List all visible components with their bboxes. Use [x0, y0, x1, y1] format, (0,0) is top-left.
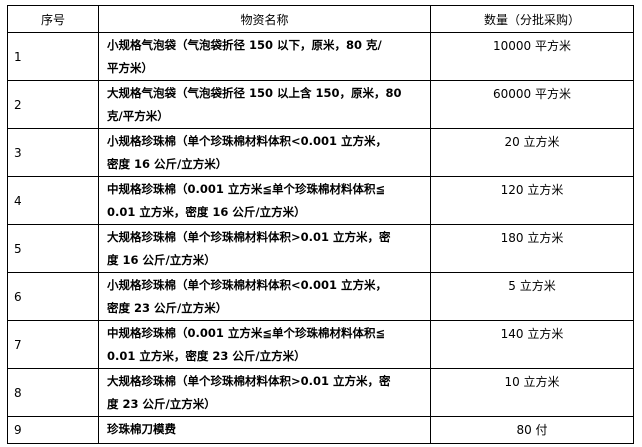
name-line: 大规格珍珠棉（单个珍珠棉材料体积>0.01 立方米，密: [107, 230, 391, 244]
material-name: 中规格珍珠棉（0.001 立方米≦单个珍珠棉材料体积≦ 0.01 立方米，密度 2…: [98, 320, 431, 369]
header-name: 物资名称: [98, 5, 431, 33]
name-line: 密度 23 公斤/立方米）: [107, 301, 228, 315]
name-line: 0.01 立方米，密度 16 公斤/立方米）: [107, 205, 306, 219]
table-row: 8 大规格珍珠棉（单个珍珠棉材料体积>0.01 立方米，密度 23 公斤/立方米…: [7, 368, 634, 417]
materials-table: 序号 物资名称 数量（分批采购） 1 小规格气泡袋（气泡袋折径 150 以下，原…: [7, 5, 634, 444]
quantity: 20 立方米: [430, 128, 634, 177]
table-row: 1 小规格气泡袋（气泡袋折径 150 以下，原米，80 克/平方米） 10000…: [7, 32, 634, 81]
material-name: 大规格珍珠棉（单个珍珠棉材料体积>0.01 立方米，密度 16 公斤/立方米）: [98, 224, 431, 273]
name-line: 大规格珍珠棉（单个珍珠棉材料体积>0.01 立方米，密: [107, 374, 391, 388]
quantity: 140 立方米: [430, 320, 634, 369]
header-no: 序号: [7, 5, 99, 33]
name-line: 密度 16 公斤/立方米）: [107, 157, 228, 171]
row-number: 8: [7, 368, 99, 417]
name-line: 度 16 公斤/立方米）: [107, 253, 216, 267]
table-row: 5 大规格珍珠棉（单个珍珠棉材料体积>0.01 立方米，密度 16 公斤/立方米…: [7, 224, 634, 273]
header-qty: 数量（分批采购）: [430, 5, 634, 33]
name-line: 克/平方米）: [107, 109, 169, 123]
quantity: 60000 平方米: [430, 80, 634, 129]
table-row: 2 大规格气泡袋（气泡袋折径 150 以上含 150，原米，80 克/平方米） 6…: [7, 80, 634, 129]
row-number: 4: [7, 176, 99, 225]
table-row: 3 小规格珍珠棉（单个珍珠棉材料体积<0.001 立方米， 密度 16 公斤/立方…: [7, 128, 634, 177]
name-line: 中规格珍珠棉（0.001 立方米≦单个珍珠棉材料体积≦: [107, 326, 386, 340]
quantity: 10 立方米: [430, 368, 634, 417]
name-line: 小规格珍珠棉（单个珍珠棉材料体积<0.001 立方米，: [107, 134, 388, 148]
name-line: 中规格珍珠棉（0.001 立方米≦单个珍珠棉材料体积≦: [107, 182, 386, 196]
name-line: 平方米）: [107, 61, 153, 75]
quantity: 10000 平方米: [430, 32, 634, 81]
row-number: 3: [7, 128, 99, 177]
material-name: 小规格气泡袋（气泡袋折径 150 以下，原米，80 克/平方米）: [98, 32, 431, 81]
quantity: 180 立方米: [430, 224, 634, 273]
material-name: 中规格珍珠棉（0.001 立方米≦单个珍珠棉材料体积≦ 0.01 立方米，密度 1…: [98, 176, 431, 225]
material-name: 珍珠棉刀模费: [98, 416, 431, 444]
name-line: 大规格气泡袋（气泡袋折径 150 以上含 150，原米，80: [107, 86, 402, 100]
row-number: 2: [7, 80, 99, 129]
row-number: 9: [7, 416, 99, 444]
row-number: 1: [7, 32, 99, 81]
table-row: 7 中规格珍珠棉（0.001 立方米≦单个珍珠棉材料体积≦ 0.01 立方米，密度…: [7, 320, 634, 369]
name-line: 小规格气泡袋（气泡袋折径 150 以下，原米，80 克/: [107, 38, 382, 52]
quantity: 120 立方米: [430, 176, 634, 225]
table-row: 4 中规格珍珠棉（0.001 立方米≦单个珍珠棉材料体积≦ 0.01 立方米，密度…: [7, 176, 634, 225]
name-line: 珍珠棉刀模费: [107, 422, 176, 436]
table-row: 6 小规格珍珠棉（单个珍珠棉材料体积<0.001 立方米， 密度 23 公斤/立方…: [7, 272, 634, 321]
material-name: 大规格气泡袋（气泡袋折径 150 以上含 150，原米，80 克/平方米）: [98, 80, 431, 129]
table-header-row: 序号 物资名称 数量（分批采购）: [7, 5, 634, 33]
row-number: 6: [7, 272, 99, 321]
name-line: 0.01 立方米，密度 23 公斤/立方米）: [107, 349, 306, 363]
name-line: 度 23 公斤/立方米）: [107, 397, 216, 411]
material-name: 大规格珍珠棉（单个珍珠棉材料体积>0.01 立方米，密度 23 公斤/立方米）: [98, 368, 431, 417]
table-row: 9 珍珠棉刀模费 80 付: [7, 416, 634, 444]
material-name: 小规格珍珠棉（单个珍珠棉材料体积<0.001 立方米， 密度 16 公斤/立方米）: [98, 128, 431, 177]
name-line: 小规格珍珠棉（单个珍珠棉材料体积<0.001 立方米，: [107, 278, 388, 292]
material-name: 小规格珍珠棉（单个珍珠棉材料体积<0.001 立方米， 密度 23 公斤/立方米）: [98, 272, 431, 321]
row-number: 5: [7, 224, 99, 273]
quantity: 80 付: [430, 416, 634, 444]
row-number: 7: [7, 320, 99, 369]
quantity: 5 立方米: [430, 272, 634, 321]
